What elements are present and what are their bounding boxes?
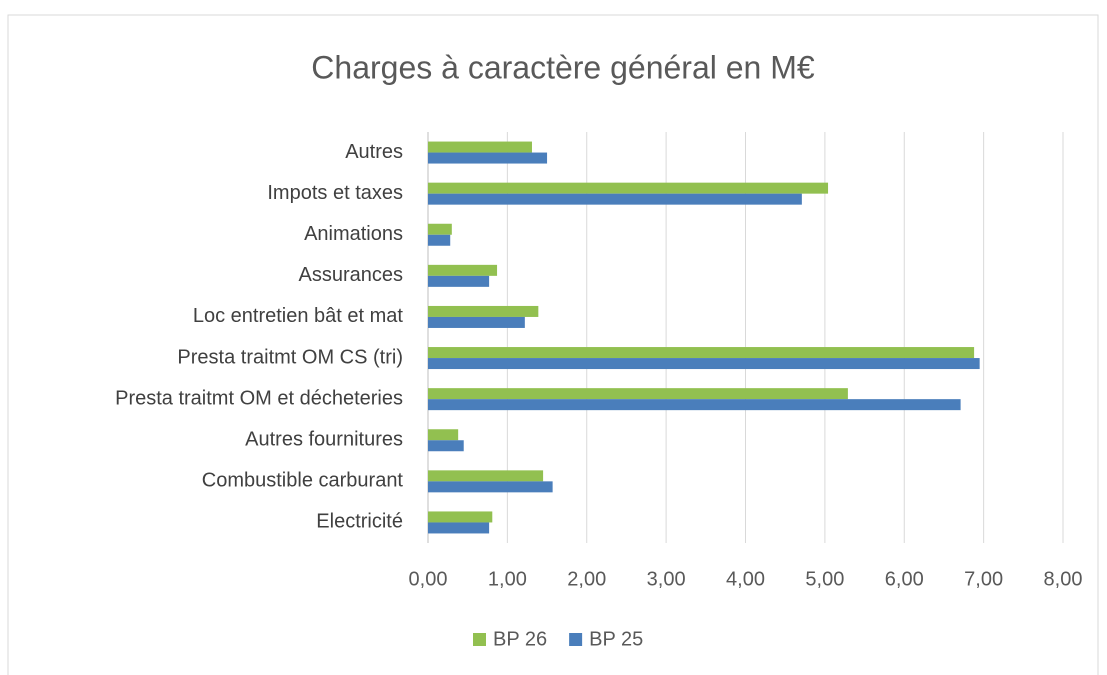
- bar: [428, 234, 451, 246]
- legend-swatch: [569, 633, 583, 646]
- x-tick-label: 7,00: [964, 568, 1003, 590]
- bar: [428, 481, 553, 493]
- x-tick-label: 6,00: [885, 568, 924, 590]
- x-tick-label: 1,00: [488, 568, 527, 590]
- bar: [428, 223, 452, 235]
- x-tick-label: 8,00: [1044, 568, 1083, 590]
- y-tick-label: Electricité: [316, 511, 403, 533]
- bar: [428, 511, 493, 523]
- bar: [428, 522, 490, 534]
- bar: [428, 305, 539, 317]
- y-tick-label: Presta traitmt OM CS (tri): [177, 346, 403, 368]
- bar: [428, 388, 848, 400]
- bar: [428, 182, 829, 194]
- y-tick-label: Impots et taxes: [267, 182, 403, 204]
- legend-swatch: [473, 633, 486, 646]
- bar: [428, 316, 525, 328]
- y-tick-label: Combustible carburant: [202, 470, 404, 492]
- bar: [428, 347, 975, 359]
- bar: [428, 141, 532, 153]
- bar: [428, 152, 548, 164]
- x-tick-label: 3,00: [647, 568, 686, 590]
- bar: [428, 275, 490, 287]
- x-tick-label: 5,00: [805, 568, 844, 590]
- bar: [428, 264, 498, 276]
- bar: [428, 429, 459, 441]
- bar: [428, 399, 961, 411]
- legend-label: BP 25: [589, 628, 643, 650]
- bar: [428, 358, 980, 370]
- x-tick-label: 4,00: [726, 568, 765, 590]
- y-tick-label: Assurances: [299, 264, 404, 286]
- chart-title: Charges à caractère général en M€: [311, 49, 815, 85]
- legend-label: BP 26: [493, 628, 547, 650]
- bar: [428, 470, 544, 482]
- chart-frame: [7, 14, 1099, 675]
- y-tick-label: Animations: [304, 223, 403, 245]
- x-tick-label: 0,00: [409, 568, 448, 590]
- y-tick-label: Presta traitmt OM et décheteries: [115, 387, 403, 409]
- bar: [428, 193, 802, 205]
- y-tick-label: Autres: [345, 141, 403, 163]
- x-tick-label: 2,00: [567, 568, 606, 590]
- y-tick-label: Loc entretien bât et mat: [193, 305, 404, 327]
- y-tick-label: Autres fournitures: [245, 429, 403, 451]
- bar: [428, 440, 464, 452]
